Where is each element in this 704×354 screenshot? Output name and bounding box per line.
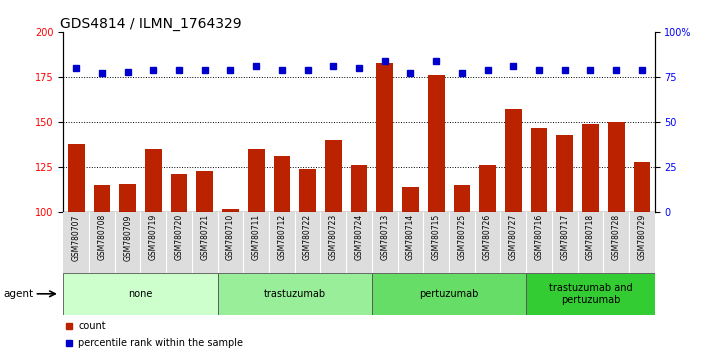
Bar bbox=[299, 169, 316, 212]
Bar bbox=[218, 273, 372, 315]
Text: trastuzumab and
pertuzumab: trastuzumab and pertuzumab bbox=[548, 283, 632, 305]
Bar bbox=[505, 109, 522, 212]
Text: GSM780716: GSM780716 bbox=[534, 214, 543, 261]
Bar bbox=[526, 273, 655, 315]
Text: GSM780718: GSM780718 bbox=[586, 214, 595, 260]
Bar bbox=[372, 273, 526, 315]
Text: agent: agent bbox=[4, 289, 34, 299]
Text: GSM780720: GSM780720 bbox=[175, 214, 184, 261]
Bar bbox=[222, 209, 239, 212]
Bar bbox=[274, 156, 290, 212]
Bar bbox=[325, 140, 341, 212]
Bar bbox=[248, 149, 265, 212]
Bar bbox=[634, 162, 650, 212]
Text: GSM780713: GSM780713 bbox=[380, 214, 389, 261]
Bar bbox=[556, 135, 573, 212]
Text: count: count bbox=[78, 321, 106, 331]
Bar bbox=[351, 165, 367, 212]
Text: GSM780724: GSM780724 bbox=[355, 214, 363, 261]
Text: GSM780712: GSM780712 bbox=[277, 214, 287, 260]
Bar bbox=[453, 185, 470, 212]
Bar bbox=[196, 171, 213, 212]
Bar bbox=[531, 127, 548, 212]
Text: pertuzumab: pertuzumab bbox=[420, 289, 479, 299]
Bar bbox=[428, 75, 444, 212]
Text: GSM780709: GSM780709 bbox=[123, 214, 132, 261]
Text: GSM780707: GSM780707 bbox=[72, 214, 81, 261]
Bar bbox=[119, 183, 136, 212]
Text: GSM780708: GSM780708 bbox=[97, 214, 106, 261]
Bar bbox=[479, 165, 496, 212]
Text: GSM780710: GSM780710 bbox=[226, 214, 235, 261]
Bar bbox=[145, 149, 162, 212]
Text: GSM780715: GSM780715 bbox=[432, 214, 441, 261]
Text: GSM780729: GSM780729 bbox=[637, 214, 646, 261]
Text: trastuzumab: trastuzumab bbox=[264, 289, 326, 299]
Bar bbox=[582, 124, 599, 212]
Bar bbox=[608, 122, 624, 212]
Text: GSM780726: GSM780726 bbox=[483, 214, 492, 261]
Text: percentile rank within the sample: percentile rank within the sample bbox=[78, 338, 243, 348]
Bar bbox=[377, 63, 393, 212]
Text: GSM780721: GSM780721 bbox=[200, 214, 209, 260]
Text: GSM780711: GSM780711 bbox=[252, 214, 260, 260]
Text: GSM780719: GSM780719 bbox=[149, 214, 158, 261]
Text: GSM780725: GSM780725 bbox=[458, 214, 466, 261]
Text: GSM780722: GSM780722 bbox=[303, 214, 312, 260]
Text: GSM780717: GSM780717 bbox=[560, 214, 570, 261]
Text: GDS4814 / ILMN_1764329: GDS4814 / ILMN_1764329 bbox=[61, 17, 242, 31]
Bar bbox=[170, 175, 187, 212]
Bar bbox=[402, 187, 419, 212]
Bar bbox=[63, 273, 218, 315]
Text: GSM780714: GSM780714 bbox=[406, 214, 415, 261]
Text: GSM780728: GSM780728 bbox=[612, 214, 621, 260]
Bar bbox=[68, 144, 84, 212]
Bar bbox=[94, 185, 111, 212]
Text: GSM780723: GSM780723 bbox=[329, 214, 338, 261]
Text: none: none bbox=[128, 289, 153, 299]
Text: GSM780727: GSM780727 bbox=[509, 214, 518, 261]
